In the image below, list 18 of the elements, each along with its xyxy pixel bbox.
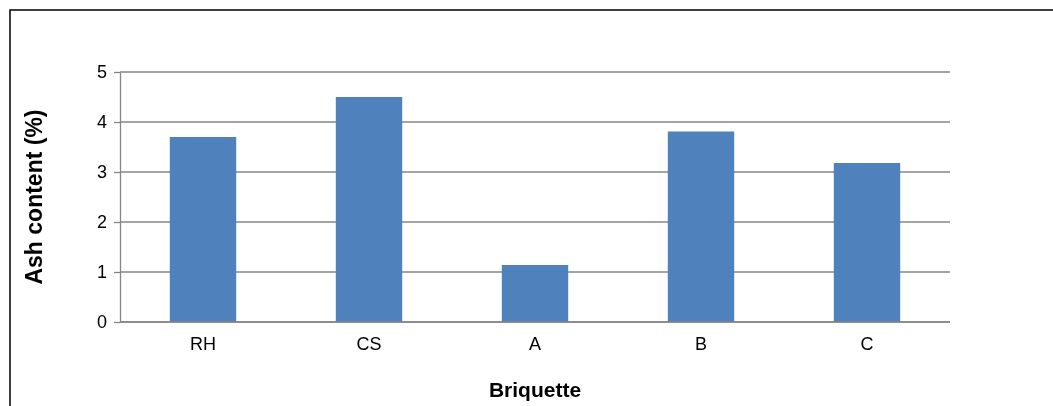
x-tick-label: CS xyxy=(356,334,382,355)
bar xyxy=(335,97,403,322)
y-tick-label: 5 xyxy=(96,62,107,83)
x-tick-label: A xyxy=(528,334,542,355)
y-tick-label: 0 xyxy=(96,312,107,333)
bar xyxy=(501,265,569,322)
bar xyxy=(169,137,237,322)
y-tick-label: 1 xyxy=(96,262,107,283)
x-tick-label: C xyxy=(860,334,874,355)
bar xyxy=(667,131,735,322)
x-axis-title: Briquette xyxy=(488,378,582,401)
y-axis-title: Ash content (%) xyxy=(21,109,47,285)
y-tick-label: 4 xyxy=(96,112,107,133)
x-tick-label: B xyxy=(694,334,708,355)
y-tick-label: 2 xyxy=(96,212,107,233)
x-tick-label: RH xyxy=(190,334,216,355)
bar xyxy=(833,163,901,322)
y-tick-label: 3 xyxy=(96,162,107,183)
